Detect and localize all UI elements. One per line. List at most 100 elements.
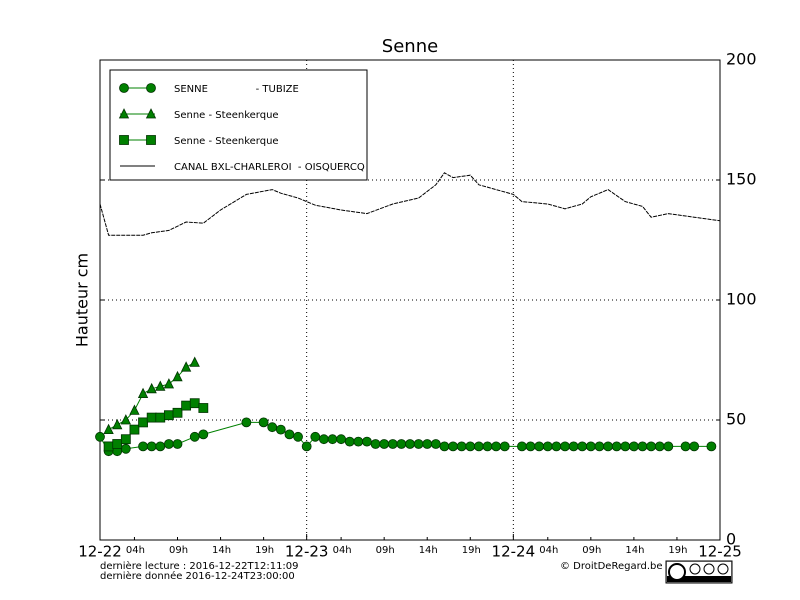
x-tick-label: 04h [333, 545, 352, 556]
x-tick-label: 19h [668, 545, 687, 556]
point [129, 404, 140, 415]
point [491, 441, 502, 452]
footer-text: dernière donnée 2016-12-24T23:00:00 [100, 570, 295, 582]
point [275, 424, 286, 435]
point [318, 434, 329, 445]
legend-label: Senne - Steenkerque [174, 110, 279, 121]
point [267, 422, 278, 433]
point [120, 414, 131, 425]
point [138, 417, 148, 428]
footer-text: dernière lecture : 2016-12-22T12:11:09 [100, 560, 299, 572]
point [163, 378, 175, 389]
point [189, 398, 200, 409]
y-tick-label: 100 [726, 290, 757, 309]
point [146, 382, 157, 394]
point [370, 439, 381, 449]
legend-label: CANAL BXL-CHARLEROI - OISQUERCQ [174, 162, 365, 173]
chart-title: Senne [382, 36, 438, 57]
point [146, 135, 156, 145]
x-tick-label: 14h [419, 545, 438, 556]
point [146, 83, 156, 93]
point [439, 441, 450, 452]
point [456, 441, 467, 452]
point [568, 441, 579, 452]
y-tick-label: 150 [726, 170, 757, 189]
x-tick-label: 04h [126, 545, 145, 556]
point [103, 441, 114, 452]
x-tick-label: 14h [625, 545, 644, 556]
point [611, 441, 622, 452]
point [620, 441, 631, 452]
y-tick-label: 50 [726, 410, 746, 429]
point [120, 443, 131, 454]
point [284, 429, 295, 440]
point [577, 441, 588, 452]
point [448, 441, 458, 452]
point [181, 400, 192, 411]
x-tick-label: 09h [376, 545, 395, 556]
legend: SENNE - TUBIZE Senne - Steenkerque Senne -… [109, 69, 368, 181]
point [119, 83, 129, 93]
point [129, 424, 140, 435]
x-tick-label: 09h [582, 545, 601, 556]
point [680, 441, 691, 452]
point [637, 441, 648, 452]
point [241, 417, 252, 428]
point [594, 441, 605, 452]
point [189, 431, 200, 442]
point [155, 412, 166, 423]
point [654, 441, 665, 452]
point [120, 434, 131, 445]
series [95, 417, 717, 457]
point [155, 441, 166, 452]
x-tick-label: 12-23 [285, 543, 329, 561]
y-tick-label: 0 [726, 530, 736, 549]
x-tick-label: 12-24 [492, 543, 536, 561]
point [198, 403, 209, 413]
point [172, 370, 183, 382]
point [310, 431, 321, 442]
point [499, 441, 510, 452]
x-tick-label: 09h [169, 545, 188, 556]
point [430, 439, 441, 449]
point [413, 439, 424, 449]
x-tick-label: 19h [255, 545, 274, 556]
series [103, 398, 209, 452]
point [482, 441, 493, 452]
point [293, 431, 303, 442]
point [112, 439, 123, 449]
point [198, 429, 209, 440]
point [353, 436, 364, 447]
point [118, 108, 130, 119]
point [327, 434, 338, 445]
legend-label: Senne - Steenkerque [174, 136, 279, 147]
point [706, 441, 717, 452]
x-tick-label: 19h [462, 545, 481, 556]
point [112, 418, 123, 430]
point [405, 439, 415, 449]
point [145, 108, 157, 119]
point [344, 436, 355, 447]
point [180, 361, 192, 372]
point [95, 431, 105, 442]
point [137, 387, 149, 399]
point [585, 441, 596, 452]
point [172, 439, 183, 449]
point [146, 441, 157, 452]
series [103, 356, 200, 435]
y-tick-label: 200 [726, 50, 757, 69]
x-tick-label: 12-22 [78, 543, 122, 561]
credit: © DroitDeRegard.be [560, 561, 663, 572]
point [258, 417, 269, 428]
series [99, 172, 721, 236]
point [336, 434, 347, 445]
point [387, 439, 398, 449]
license-badge [665, 560, 733, 584]
point [551, 441, 562, 452]
point [301, 441, 312, 452]
point [146, 412, 157, 423]
y-axis-label: Hauteur cm [73, 253, 92, 347]
point [422, 439, 433, 449]
point [560, 441, 570, 452]
